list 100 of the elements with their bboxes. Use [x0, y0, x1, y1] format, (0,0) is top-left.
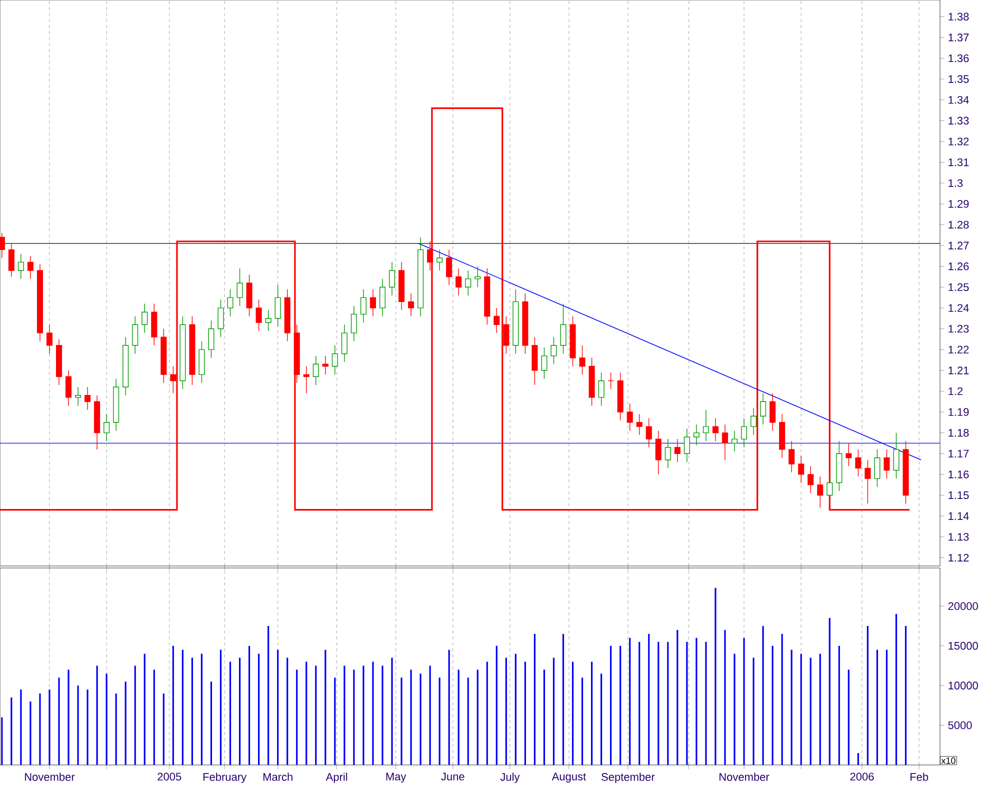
- candlestick: [741, 418, 748, 448]
- y-tick-label: 1.16: [948, 470, 969, 478]
- y-tick-label: 1.33: [948, 116, 969, 125]
- y-tick-label: 1.34: [948, 96, 969, 104]
- candlestick: [560, 303, 566, 354]
- candlestick: [8, 243, 14, 278]
- y-tick-label: 1.21: [948, 366, 969, 374]
- candlestick: [132, 316, 138, 354]
- y-tick-label: 1.38: [948, 12, 969, 21]
- x-tick-label: July: [500, 772, 520, 784]
- candlestick: [702, 410, 709, 442]
- candlestick: [332, 345, 338, 375]
- y-tick-label: 1.36: [948, 54, 969, 62]
- candlestick: [0, 232, 5, 258]
- candlestick: [693, 424, 700, 446]
- x-tick-label: Feb: [910, 772, 928, 781]
- candlestick: [712, 418, 718, 442]
- y-tick-label: 1.25: [948, 283, 969, 292]
- candlestick: [664, 438, 671, 469]
- y-tick-label: 1.19: [948, 408, 969, 416]
- candlestick: [265, 310, 272, 332]
- candlestick: [446, 249, 452, 286]
- candlestick: [674, 438, 680, 462]
- candlestick: [465, 270, 472, 296]
- candlestick: [626, 403, 633, 432]
- candlestick: [84, 386, 91, 410]
- candlestick: [66, 370, 72, 406]
- y-tick-label: 15000: [948, 642, 978, 650]
- y-tick-label: 1.13: [948, 532, 969, 541]
- x-tick-label: 2005: [158, 772, 182, 781]
- candlestick: [788, 440, 795, 473]
- candlestick: [598, 372, 604, 406]
- candlestick: [550, 336, 557, 364]
- y-tick-label: 1.28: [948, 220, 969, 229]
- y-tick-label: 1.2: [948, 387, 963, 396]
- candlestick: [350, 306, 357, 342]
- x-tick-label: September: [602, 772, 655, 784]
- candlestick: [379, 278, 386, 317]
- candlestick: [236, 268, 243, 306]
- x-tick-label: April: [326, 772, 348, 784]
- candlestick: [456, 268, 462, 296]
- candlestick: [274, 284, 281, 328]
- candlestick: [541, 347, 548, 380]
- x-tick-label: November: [720, 772, 770, 781]
- candlestick: [893, 432, 900, 479]
- y-tick-label: 1.14: [948, 512, 969, 520]
- candlestick: [817, 476, 824, 508]
- candlestick: [322, 355, 328, 375]
- candlestick: [864, 460, 871, 504]
- y-tick-label: 1.26: [948, 262, 969, 270]
- candlestick: [646, 418, 652, 448]
- x-tick-label: May: [386, 772, 406, 783]
- candlestick: [722, 424, 728, 460]
- candlestick: [408, 293, 414, 317]
- candlestick: [579, 345, 586, 375]
- candlestick: [46, 324, 52, 354]
- candlestick: [826, 474, 833, 504]
- candlestick: [808, 466, 814, 494]
- candlestick: [341, 324, 348, 362]
- y-tick-label: 5000: [948, 721, 972, 730]
- y-tick-label: 1.23: [948, 324, 969, 333]
- candlestick: [760, 392, 766, 425]
- candlestick: [731, 430, 738, 452]
- y-tick-label: 1.29: [948, 200, 969, 208]
- candlestick: [360, 288, 366, 323]
- candlestick: [608, 372, 614, 390]
- y-tick-label: 1.37: [948, 34, 969, 42]
- candlestick: [218, 299, 224, 338]
- candlestick: [27, 256, 34, 280]
- candlestick: [436, 249, 443, 271]
- candlestick: [208, 320, 214, 358]
- y-tick-label: 1.12: [948, 554, 969, 562]
- candlestick: [655, 430, 662, 475]
- candlestick: [855, 449, 862, 477]
- candlestick: [884, 449, 890, 479]
- candlestick: [312, 355, 319, 386]
- candlestick: [798, 455, 804, 484]
- y-tick-label: 1.15: [948, 491, 969, 500]
- candlestick: [770, 392, 776, 432]
- y-tick-label: 20000: [948, 602, 978, 610]
- candlestick: [503, 316, 510, 354]
- y-tick-label: 1.31: [948, 158, 969, 166]
- y-tick-label: 1.32: [948, 138, 969, 146]
- candlestick: [636, 414, 642, 436]
- x-tick-label: 2006: [850, 772, 874, 781]
- y-tick-label: 1.3: [948, 179, 963, 187]
- candlestick: [684, 428, 690, 462]
- candlestick: [18, 254, 24, 280]
- candlestick: [874, 449, 880, 488]
- y-tick-label: 10000: [948, 682, 978, 690]
- candlestick: [370, 288, 376, 317]
- candlestick: [750, 407, 757, 436]
- candlestick: [227, 288, 234, 317]
- y-tick-label: 1.35: [948, 75, 969, 83]
- candlestick: [104, 414, 110, 442]
- x-tick-label: November: [25, 772, 75, 781]
- candlestick: [170, 366, 176, 394]
- y-tick-label: 1.22: [948, 346, 969, 354]
- text: x10: [941, 757, 956, 764]
- x-tick-label: June: [441, 772, 464, 780]
